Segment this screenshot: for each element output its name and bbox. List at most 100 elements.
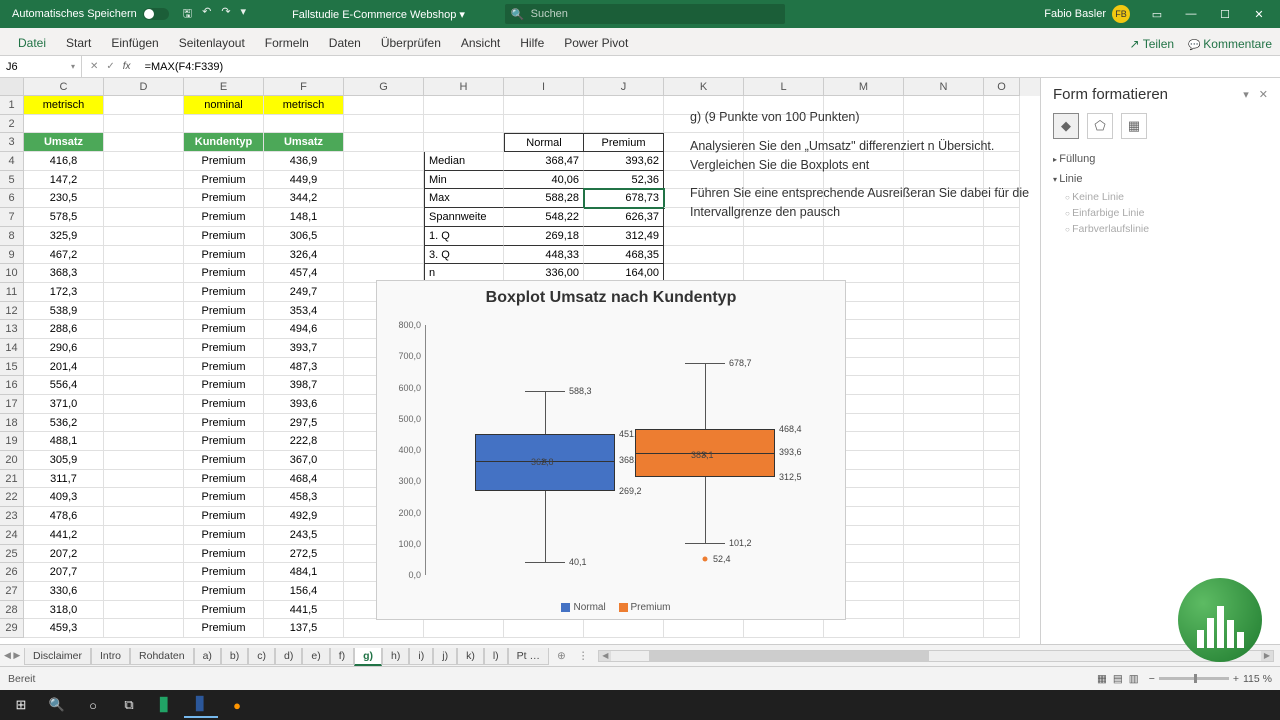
excel-taskbar-icon[interactable]: ▊	[148, 692, 182, 718]
row-header[interactable]: 29	[0, 619, 24, 638]
cell[interactable]	[904, 488, 984, 507]
cell[interactable]	[344, 189, 424, 208]
cell[interactable]: 207,7	[24, 563, 104, 582]
cell[interactable]	[904, 582, 984, 601]
cell[interactable]	[984, 488, 1020, 507]
cell[interactable]: Premium	[184, 488, 264, 507]
cell[interactable]	[344, 246, 424, 265]
column-header[interactable]: D	[104, 78, 184, 96]
word-taskbar-icon[interactable]: ▊	[184, 692, 218, 718]
cell[interactable]	[984, 320, 1020, 339]
row-header[interactable]: 26	[0, 563, 24, 582]
search-box[interactable]: 🔍 Suchen	[505, 4, 785, 24]
cell[interactable]: 290,6	[24, 339, 104, 358]
column-header[interactable]: K	[664, 78, 744, 96]
cell[interactable]: 147,2	[24, 171, 104, 190]
cell[interactable]: Premium	[184, 208, 264, 227]
cell[interactable]	[984, 451, 1020, 470]
cell[interactable]: Premium	[584, 133, 664, 152]
line-option-none[interactable]: Keine Linie	[1053, 189, 1268, 205]
sheet-tab[interactable]: Rohdaten	[130, 648, 194, 665]
task-view-icon[interactable]: ⧉	[112, 692, 146, 718]
cell[interactable]	[904, 470, 984, 489]
cell[interactable]	[104, 96, 184, 115]
cell[interactable]	[984, 582, 1020, 601]
cell[interactable]: 249,7	[264, 283, 344, 302]
cell[interactable]	[344, 171, 424, 190]
cell[interactable]	[184, 115, 264, 134]
cell[interactable]	[104, 189, 184, 208]
row-header[interactable]: 9	[0, 246, 24, 265]
cell[interactable]: 588,28	[504, 189, 584, 208]
cell[interactable]: 288,6	[24, 320, 104, 339]
cell[interactable]	[984, 432, 1020, 451]
cell[interactable]: 548,22	[504, 208, 584, 227]
cell[interactable]: 156,4	[264, 582, 344, 601]
boxplot-chart[interactable]: Boxplot Umsatz nach Kundentyp 0,0100,020…	[376, 280, 846, 620]
cell[interactable]	[104, 488, 184, 507]
cell[interactable]	[344, 115, 424, 134]
cell[interactable]	[424, 619, 504, 638]
cell[interactable]: 137,5	[264, 619, 344, 638]
cell[interactable]: 318,0	[24, 601, 104, 620]
cell[interactable]	[504, 619, 584, 638]
ribbon-tab-daten[interactable]: Daten	[319, 31, 371, 55]
cell[interactable]	[984, 302, 1020, 321]
cell[interactable]	[904, 619, 984, 638]
comments-button[interactable]: Kommentare	[1188, 37, 1272, 51]
maximize-icon[interactable]: ☐	[1208, 8, 1242, 21]
ribbon-tab-start[interactable]: Start	[56, 31, 101, 55]
cell[interactable]: 393,62	[584, 152, 664, 171]
cell[interactable]: Premium	[184, 358, 264, 377]
cell[interactable]	[504, 115, 584, 134]
cell[interactable]	[904, 302, 984, 321]
cell[interactable]: 393,7	[264, 339, 344, 358]
sheet-tab[interactable]: l)	[484, 648, 508, 665]
cell[interactable]	[904, 339, 984, 358]
row-header[interactable]: 20	[0, 451, 24, 470]
cell[interactable]: 436,9	[264, 152, 344, 171]
minimize-icon[interactable]: —	[1174, 8, 1208, 21]
cell[interactable]: 243,5	[264, 526, 344, 545]
cell[interactable]: Normal	[504, 133, 584, 152]
cell[interactable]: 626,37	[584, 208, 664, 227]
add-sheet-button[interactable]: ⊕	[549, 648, 574, 664]
cell[interactable]: Umsatz	[264, 133, 344, 152]
cell[interactable]	[104, 414, 184, 433]
zoom-in-icon[interactable]: +	[1233, 673, 1239, 685]
cell[interactable]: Premium	[184, 171, 264, 190]
row-header[interactable]: 6	[0, 189, 24, 208]
column-header[interactable]: C	[24, 78, 104, 96]
cell[interactable]	[744, 619, 824, 638]
column-header[interactable]: E	[184, 78, 264, 96]
cell[interactable]: 368,47	[504, 152, 584, 171]
cell[interactable]: 578,5	[24, 208, 104, 227]
cell[interactable]: 330,6	[24, 582, 104, 601]
zoom-level[interactable]: 115 %	[1243, 673, 1272, 685]
cell[interactable]: 448,33	[504, 246, 584, 265]
column-header[interactable]: G	[344, 78, 424, 96]
cancel-icon[interactable]: ✕	[90, 61, 98, 72]
ribbon-tab-formeln[interactable]: Formeln	[255, 31, 319, 55]
cell[interactable]	[904, 358, 984, 377]
cell[interactable]	[984, 358, 1020, 377]
cell[interactable]	[104, 133, 184, 152]
cell[interactable]: 536,2	[24, 414, 104, 433]
cell[interactable]: 326,4	[264, 246, 344, 265]
row-header[interactable]: 3	[0, 133, 24, 152]
cell[interactable]	[504, 96, 584, 115]
formula-input[interactable]: =MAX(F4:F339)	[139, 61, 1280, 73]
cell[interactable]	[104, 395, 184, 414]
cell[interactable]: Premium	[184, 507, 264, 526]
cell[interactable]	[104, 320, 184, 339]
cell[interactable]	[904, 264, 984, 283]
cell[interactable]: 468,35	[584, 246, 664, 265]
cell[interactable]: 306,5	[264, 227, 344, 246]
cell[interactable]: Premium	[184, 582, 264, 601]
cell[interactable]: 52,36	[584, 171, 664, 190]
cell[interactable]	[104, 339, 184, 358]
undo-icon[interactable]: ↶	[202, 5, 211, 24]
cell[interactable]	[984, 507, 1020, 526]
cell[interactable]: 393,6	[264, 395, 344, 414]
cell[interactable]: Premium	[184, 339, 264, 358]
